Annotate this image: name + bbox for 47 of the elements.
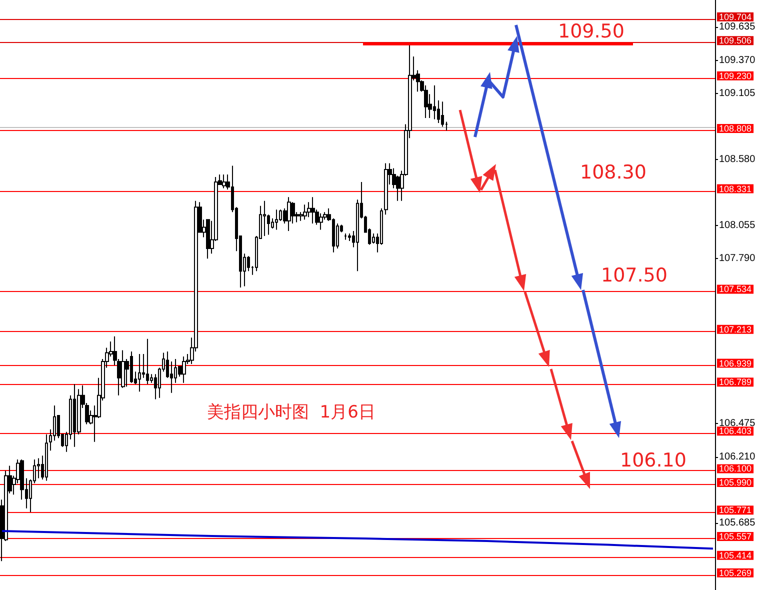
candlestick bbox=[336, 222, 339, 250]
y-tick-label: 109.105 bbox=[719, 88, 756, 100]
ref-line-label: 107.213 bbox=[719, 324, 752, 334]
annotation: 107.50 bbox=[601, 264, 668, 286]
ref-line-label: 107.534 bbox=[719, 284, 752, 294]
ref-line-label: 105.414 bbox=[719, 550, 752, 560]
annotation: 美指四小时图 1月6日 bbox=[207, 402, 376, 422]
ref-line-label: 108.331 bbox=[719, 184, 752, 194]
ref-line-label: 106.403 bbox=[719, 426, 752, 436]
annotation: 108.30 bbox=[580, 162, 646, 184]
candlestick bbox=[287, 196, 291, 232]
annotation: 109.50 bbox=[558, 20, 624, 42]
candlestick bbox=[182, 356, 186, 384]
ref-line-label: 106.939 bbox=[719, 358, 752, 368]
candlestick bbox=[311, 196, 315, 224]
candlestick bbox=[441, 101, 444, 128]
candlestick bbox=[222, 174, 226, 189]
ref-line-label: 109.704 bbox=[719, 12, 752, 22]
candlestick bbox=[138, 354, 141, 392]
candlestick bbox=[275, 209, 278, 230]
line-series bbox=[1, 530, 714, 550]
candlestick bbox=[384, 162, 388, 216]
y-tick-label: 109.370 bbox=[719, 54, 756, 66]
annotation: 106.10 bbox=[620, 450, 686, 472]
ref-line-label: 106.789 bbox=[719, 377, 752, 388]
y-tick-label: 107.790 bbox=[719, 253, 756, 264]
y-tick-label: 106.210 bbox=[719, 451, 756, 462]
ref-line-label: 109.230 bbox=[719, 70, 752, 81]
ref-line-label: 109.506 bbox=[719, 36, 752, 46]
ref-line-label: 105.771 bbox=[719, 505, 752, 516]
candlestick bbox=[45, 434, 48, 482]
candlestick bbox=[263, 200, 266, 236]
candlestick bbox=[206, 219, 210, 260]
ref-line-label: 106.100 bbox=[719, 464, 752, 474]
y-tick-label: 108.055 bbox=[719, 220, 756, 231]
y-tick-label: 109.635 bbox=[719, 21, 756, 32]
candlestick bbox=[344, 232, 347, 240]
ref-line-label: 108.808 bbox=[719, 124, 752, 134]
ref-line-label: 105.990 bbox=[719, 478, 752, 488]
y-tick-label: 105.685 bbox=[719, 517, 756, 528]
candlestick bbox=[146, 338, 149, 385]
y-tick-label: 108.580 bbox=[719, 154, 756, 165]
ref-line-label: 105.269 bbox=[719, 568, 752, 578]
candlestick bbox=[319, 212, 323, 230]
candlestick bbox=[424, 84, 428, 118]
candlestick bbox=[303, 204, 307, 220]
ref-line-label: 105.557 bbox=[719, 532, 752, 542]
